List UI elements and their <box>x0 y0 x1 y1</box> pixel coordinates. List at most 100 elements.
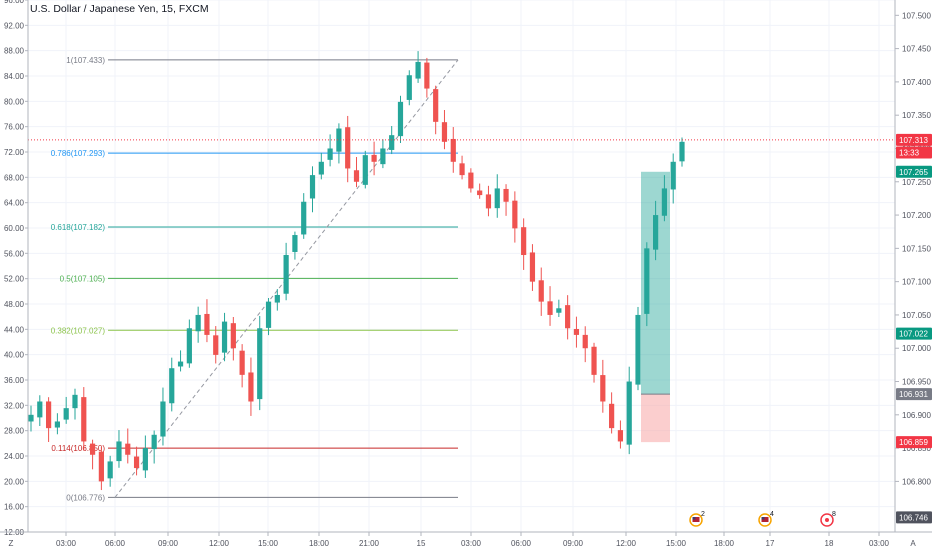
candle-body <box>494 188 500 209</box>
left-tick-label: 64.00 <box>4 199 25 208</box>
candle-body <box>521 227 527 256</box>
candle-body <box>37 401 43 418</box>
price-tag-label: 106.859 <box>899 438 928 447</box>
candle-body <box>336 128 342 152</box>
fib-level-label: 0.5(107.105) <box>60 274 106 283</box>
candle-body <box>151 434 157 450</box>
left-tick-label: 84.00 <box>4 72 25 81</box>
event-count: 8 <box>832 511 836 518</box>
economic-events[interactable]: 2 4 8 <box>689 511 836 527</box>
time-tick-label: 15:00 <box>258 539 279 548</box>
candle-body <box>609 403 615 429</box>
candle-body <box>81 397 87 442</box>
time-axis[interactable]: 03:00 06:00 09:00 12:00 15:00 18:00 21:00 15 03:… <box>0 531 932 548</box>
right-tick-label: 107.150 <box>902 244 931 253</box>
time-tick-label: 06:00 <box>105 539 126 548</box>
right-tick-label: 107.400 <box>902 78 931 87</box>
candle-body <box>670 161 676 190</box>
candle-body <box>362 155 368 185</box>
price-tag <box>896 133 932 146</box>
candle-body <box>389 135 395 150</box>
fib-level-label: 0.114(106.850) <box>51 444 105 453</box>
flag-canton <box>692 517 696 520</box>
right-price-axis[interactable]: 107.500107.450107.400107.350107.300107.2… <box>894 0 932 532</box>
candle-body <box>301 201 307 235</box>
dividend-dot <box>825 518 829 522</box>
fib-retracement[interactable]: 1(107.433) 0.786(107.293) 0.618(107.182) 0.… <box>51 56 458 502</box>
candle-body <box>125 443 131 455</box>
candle-body <box>28 414 34 422</box>
candle-body <box>600 375 606 402</box>
right-tick-label: 107.450 <box>902 45 931 54</box>
candle-body <box>283 255 289 294</box>
candle-body <box>371 154 377 162</box>
left-tick-label: 20.00 <box>4 477 25 486</box>
right-tick-label: 107.200 <box>902 211 931 220</box>
candle-body <box>257 328 263 400</box>
right-tick-label: 107.500 <box>902 11 931 20</box>
candle-body <box>142 448 148 471</box>
candle-body <box>626 381 632 445</box>
candle-body <box>433 89 439 122</box>
time-tick-label: 15:00 <box>666 539 687 548</box>
candle-body <box>406 75 412 100</box>
right-tick-label: 106.800 <box>902 477 931 486</box>
flag-stripes <box>692 517 700 522</box>
candle-body <box>213 335 219 355</box>
timezone-label: Z <box>9 539 14 548</box>
candle-body <box>635 314 641 385</box>
fib-level-label: 0.618(107.182) <box>51 223 106 232</box>
left-tick-label: 88.00 <box>4 47 25 56</box>
candle-body <box>160 401 166 437</box>
time-tick-label: 06:00 <box>511 539 532 548</box>
left-tick-label: 56.00 <box>4 249 25 258</box>
time-tick-label: 12:00 <box>616 539 637 548</box>
right-tick-label: 107.050 <box>902 311 931 320</box>
price-tag-label: 107.313 <box>899 136 928 145</box>
price-tag <box>896 436 932 449</box>
time-tick-label: 03:00 <box>56 539 77 548</box>
time-tick-label: 12:00 <box>209 539 230 548</box>
flag-canton <box>761 517 765 520</box>
left-tick-label: 60.00 <box>4 224 25 233</box>
event-count: 4 <box>770 511 774 518</box>
candle-body <box>653 215 659 250</box>
price-tag <box>896 511 932 524</box>
candle-body <box>582 334 588 349</box>
left-tick-label: 44.00 <box>4 325 25 334</box>
candle-body <box>63 408 69 420</box>
right-tick-label: 106.950 <box>902 378 931 387</box>
candle-body <box>318 161 324 175</box>
grid-layer <box>28 0 895 533</box>
price-tag <box>896 388 932 401</box>
candle-body <box>195 314 201 332</box>
right-tick-label: 107.350 <box>902 111 931 120</box>
position-stop-zone[interactable] <box>641 394 670 443</box>
time-tick-label: 15 <box>417 539 426 548</box>
left-tick-label: 28.00 <box>4 427 25 436</box>
candle-body <box>204 313 210 335</box>
candle-body <box>529 252 536 282</box>
candle-body <box>591 346 597 375</box>
candle-body <box>415 61 421 79</box>
candle-body <box>477 190 483 196</box>
left-tick-label: 24.00 <box>4 452 25 461</box>
left-tick-label: 36.00 <box>4 376 25 385</box>
left-tick-label: 92.00 <box>4 21 25 30</box>
left-axis[interactable]: 96.00 92.00 88.00 84.00 80.00 76.00 72.00 68.00… <box>4 0 29 537</box>
candle-body <box>424 62 430 89</box>
candle-body <box>133 456 140 469</box>
candle-body <box>186 328 192 364</box>
candle-body <box>54 421 60 428</box>
candle-body <box>397 101 404 137</box>
time-tick-label: 18 <box>825 539 834 548</box>
candle-body <box>450 138 456 162</box>
candle-body <box>221 321 228 353</box>
left-tick-label: 76.00 <box>4 123 25 132</box>
fib-level-label: 0.786(107.293) <box>51 149 106 158</box>
time-tick-label: 03:00 <box>869 539 890 548</box>
fib-level-label: 1(107.433) <box>66 56 105 65</box>
price-tag <box>896 165 932 178</box>
